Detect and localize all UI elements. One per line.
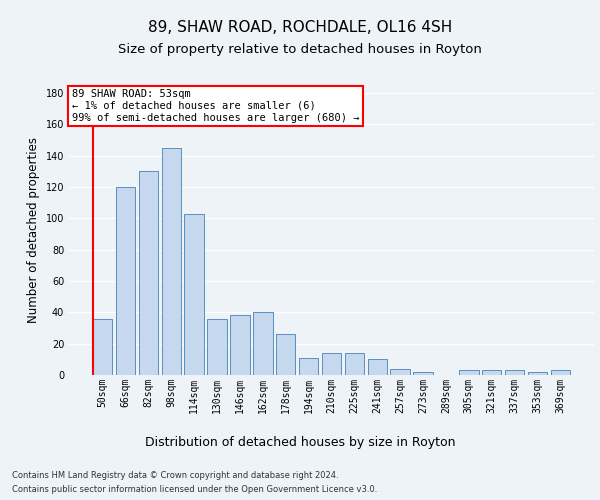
Bar (253, 312, 272, 375)
Bar (322, 353, 341, 375)
Bar (184, 214, 204, 375)
Bar (139, 171, 158, 375)
Bar (230, 316, 250, 375)
Bar (391, 368, 410, 375)
Bar (459, 370, 479, 375)
Bar (551, 370, 570, 375)
Bar (116, 187, 135, 375)
Bar (276, 334, 295, 375)
Bar (344, 353, 364, 375)
Text: Contains HM Land Registry data © Crown copyright and database right 2024.: Contains HM Land Registry data © Crown c… (12, 472, 338, 480)
Bar (413, 372, 433, 375)
Text: Distribution of detached houses by size in Royton: Distribution of detached houses by size … (145, 436, 455, 449)
Bar (368, 360, 387, 375)
Bar (208, 318, 227, 375)
Bar (528, 372, 547, 375)
Bar (299, 358, 319, 375)
Text: Size of property relative to detached houses in Royton: Size of property relative to detached ho… (118, 42, 482, 56)
Bar (161, 148, 181, 375)
Bar (482, 370, 502, 375)
Text: 89 SHAW ROAD: 53sqm
← 1% of detached houses are smaller (6)
99% of semi-detached: 89 SHAW ROAD: 53sqm ← 1% of detached hou… (71, 90, 359, 122)
Y-axis label: Number of detached properties: Number of detached properties (27, 137, 40, 323)
Text: Contains public sector information licensed under the Open Government Licence v3: Contains public sector information licen… (12, 484, 377, 494)
Text: 89, SHAW ROAD, ROCHDALE, OL16 4SH: 89, SHAW ROAD, ROCHDALE, OL16 4SH (148, 20, 452, 35)
Bar (93, 318, 112, 375)
Bar (505, 370, 524, 375)
